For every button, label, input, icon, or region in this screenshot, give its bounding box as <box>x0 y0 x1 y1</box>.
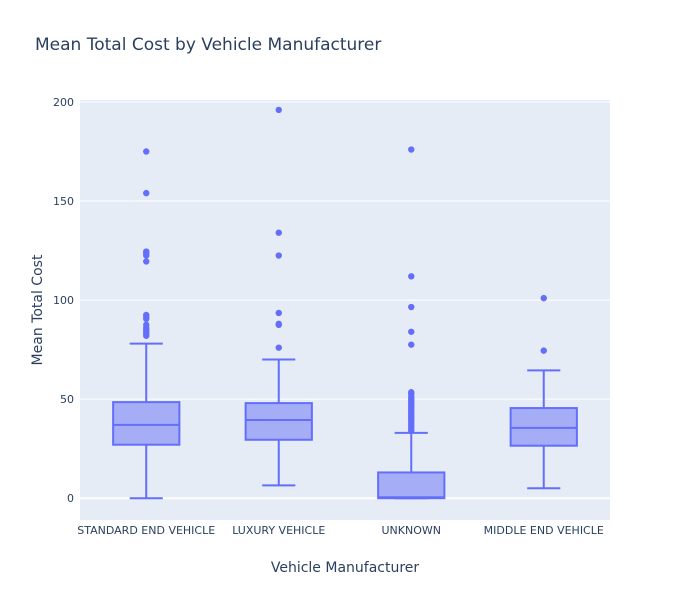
outlier-point <box>275 229 282 236</box>
outlier-point <box>275 344 282 351</box>
outlier-point <box>275 106 282 114</box>
outlier-point <box>143 252 150 259</box>
box-group <box>377 146 446 500</box>
outlier-point <box>408 273 415 280</box>
outlier-point <box>275 252 282 259</box>
box-iqr <box>377 471 446 500</box>
box-iqr <box>112 401 181 446</box>
outlier-point <box>143 315 150 323</box>
outlier-point <box>540 294 547 302</box>
boxes <box>112 106 578 500</box>
outlier-point <box>143 258 150 265</box>
x-axis-title: Vehicle Manufacturer <box>271 560 420 576</box>
outlier-point <box>275 309 282 317</box>
y-tick-label: 200 <box>53 96 74 109</box>
outlier-point <box>143 189 150 197</box>
outlier-point <box>275 321 282 329</box>
y-axis-ticks: 0 50 100 150 200 <box>53 96 74 505</box>
box-group <box>244 106 313 487</box>
x-tick-label: STANDARD END VEHICLE <box>77 524 215 537</box>
outlier-point <box>408 146 415 153</box>
outlier-point <box>143 332 150 339</box>
plot-area <box>80 100 610 520</box>
outlier-point <box>408 303 415 311</box>
outlier-point <box>408 341 415 348</box>
box-iqr <box>244 402 313 441</box>
outlier-point <box>143 148 150 155</box>
y-tick-label: 150 <box>53 195 74 208</box>
box-group <box>112 148 181 500</box>
gridlines <box>80 101 610 500</box>
outlier-point <box>540 347 547 354</box>
x-tick-label: LUXURY VEHICLE <box>232 524 325 537</box>
x-tick-label: UNKNOWN <box>382 524 442 537</box>
y-tick-label: 100 <box>53 294 74 307</box>
y-axis-title: Mean Total Cost <box>30 254 46 365</box>
outlier-point <box>408 427 415 435</box>
y-tick-label: 50 <box>60 393 74 406</box>
outlier-point <box>408 328 415 335</box>
x-axis-ticks: STANDARD END VEHICLE LUXURY VEHICLE UNKNOW… <box>77 524 604 537</box>
x-tick-label: MIDDLE END VEHICLE <box>484 524 604 537</box>
box-group <box>509 294 578 490</box>
chart-title: Mean Total Cost by Vehicle Manufacturer <box>35 35 381 55</box>
y-tick-label: 0 <box>67 492 74 505</box>
